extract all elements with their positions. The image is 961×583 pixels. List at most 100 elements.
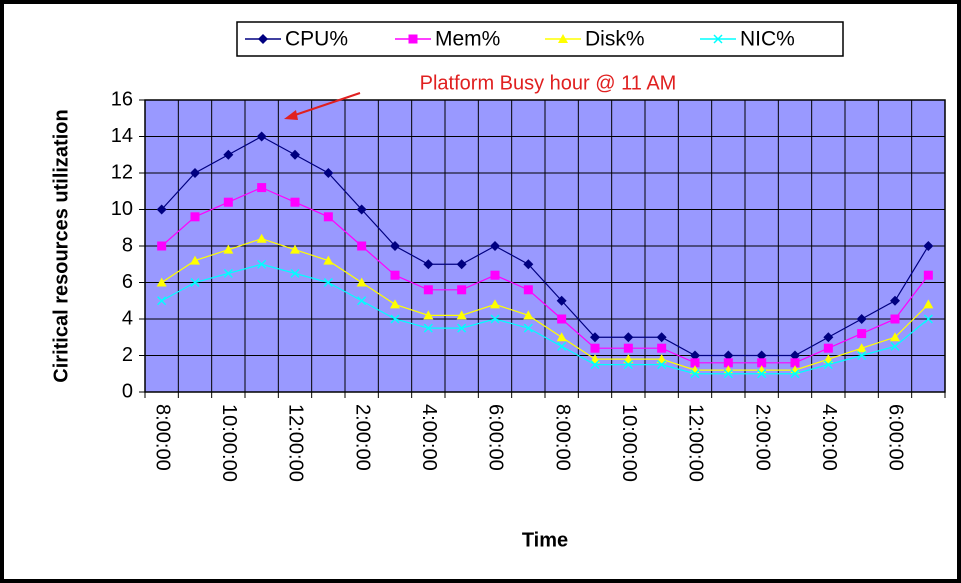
marker: [423, 285, 433, 295]
marker: [223, 244, 234, 254]
marker: [490, 241, 500, 251]
legend-label: CPU%: [285, 28, 348, 51]
y-tick-label: 10: [111, 198, 133, 220]
marker: [790, 369, 800, 379]
marker: [890, 341, 900, 351]
legend-label: Disk%: [585, 28, 645, 51]
marker: [190, 255, 200, 265]
x-tick-label: 12:00:00: [285, 404, 307, 482]
marker: [523, 259, 534, 270]
marker: [690, 358, 700, 368]
x-tick-label: 6:00:00: [485, 404, 507, 471]
marker: [657, 343, 667, 353]
marker: [357, 296, 367, 306]
marker: [590, 343, 600, 353]
marker: [408, 34, 418, 44]
marker: [756, 350, 767, 361]
marker: [657, 360, 667, 370]
marker: [790, 350, 800, 361]
marker: [923, 299, 934, 309]
marker: [723, 358, 733, 368]
marker: [223, 268, 233, 278]
marker: [523, 323, 533, 333]
marker: [556, 332, 567, 342]
y-tick-label: 14: [111, 125, 133, 147]
marker: [290, 197, 300, 207]
y-tick-label: 8: [122, 234, 133, 256]
annotation-arrow: [291, 92, 361, 117]
x-axis-title: Time: [522, 529, 568, 551]
marker: [490, 270, 500, 280]
marker: [523, 310, 534, 320]
x-tick-label: 8:00:00: [551, 404, 573, 471]
marker: [656, 332, 667, 343]
marker: [557, 341, 567, 351]
y-tick-label: 16: [111, 88, 133, 110]
marker: [223, 197, 233, 207]
marker: [156, 204, 167, 215]
legend-label: Mem%: [435, 28, 500, 51]
marker: [890, 332, 900, 342]
marker: [457, 285, 467, 295]
marker: [457, 323, 467, 333]
marker: [523, 285, 533, 295]
marker: [823, 343, 833, 353]
marker: [323, 212, 333, 222]
marker: [790, 358, 800, 368]
y-tick-label: 0: [122, 380, 133, 402]
marker: [157, 241, 167, 251]
marker: [923, 241, 934, 251]
marker: [423, 310, 434, 320]
marker: [558, 34, 568, 43]
marker: [390, 299, 400, 309]
marker: [856, 343, 867, 353]
marker: [190, 212, 200, 222]
marker: [590, 354, 600, 364]
marker: [456, 310, 467, 320]
x-tick-label: 4:00:00: [818, 404, 840, 471]
marker: [590, 332, 600, 343]
marker: [656, 354, 667, 364]
marker: [823, 360, 833, 370]
marker: [557, 314, 567, 324]
marker: [423, 259, 434, 270]
series-line: [161, 186, 929, 364]
marker: [157, 296, 167, 306]
marker: [623, 354, 634, 364]
marker: [423, 323, 433, 333]
marker: [856, 314, 867, 324]
marker: [757, 369, 767, 379]
marker: [823, 354, 834, 364]
marker: [757, 358, 767, 368]
marker: [890, 295, 900, 306]
plot-area: [144, 99, 946, 393]
annotation: Platform Busy hour @ 11 AM: [420, 72, 677, 94]
marker: [323, 255, 334, 265]
marker: [323, 277, 333, 288]
marker: [723, 369, 733, 379]
marker: [190, 277, 200, 288]
marker: [390, 241, 400, 251]
x-tick-label: 4:00:00: [418, 404, 440, 471]
marker: [623, 343, 633, 353]
x-tick-label: 8:00:00: [151, 404, 173, 471]
marker: [923, 314, 933, 324]
marker: [823, 332, 834, 343]
marker: [256, 233, 267, 243]
marker: [490, 314, 500, 324]
marker: [390, 314, 400, 324]
arrow-head: [284, 110, 298, 120]
marker: [857, 350, 867, 361]
y-tick-label: 2: [122, 344, 133, 366]
marker: [357, 241, 367, 251]
marker: [623, 360, 633, 370]
marker: [257, 183, 267, 193]
x-tick-label: 2:00:00: [751, 404, 773, 471]
marker: [690, 369, 700, 379]
series-line: [161, 238, 929, 371]
series-line: [161, 135, 929, 357]
marker: [223, 149, 234, 160]
x-tick-label: 12:00:00: [685, 404, 707, 482]
marker: [290, 149, 300, 160]
